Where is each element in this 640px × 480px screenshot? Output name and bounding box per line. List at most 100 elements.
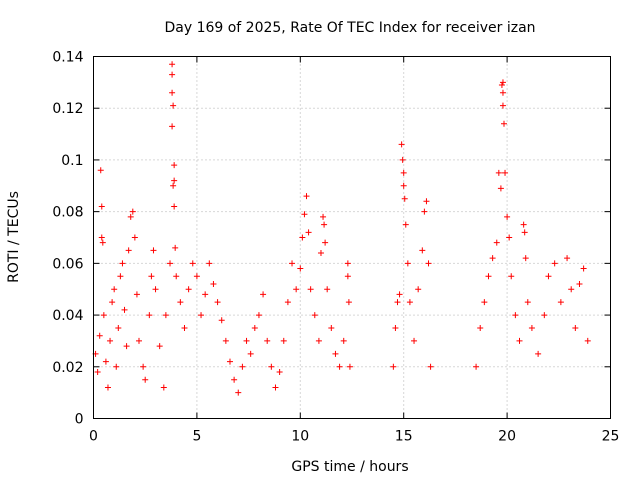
data-point [328,325,335,331]
data-point [423,198,430,205]
data-point [512,312,519,319]
data-point [171,203,178,210]
data-point [568,286,575,293]
grid-lines [93,56,611,419]
data-point [111,286,118,293]
data-point [235,389,242,396]
data-point [243,337,250,344]
y-axis-title: ROTI / TECUs [6,191,22,283]
data-point [170,182,177,189]
data-point [332,350,339,357]
data-point [406,299,413,306]
data-point [415,286,422,293]
y-tick-label: 0.02 [52,360,83,376]
data-point [477,325,484,331]
data-point [98,234,105,241]
data-point [156,343,163,350]
data-point [580,265,587,272]
data-point [489,255,496,262]
x-tick-label: 25 [602,429,620,445]
x-axis-title: GPS time / hours [291,459,408,475]
data-point [280,337,287,344]
data-point [272,384,279,391]
data-point [102,358,109,365]
data-point [98,203,105,210]
data-points [92,61,591,396]
data-point [167,260,174,267]
data-point [189,260,196,267]
data-point [185,286,192,293]
data-point [321,221,328,228]
data-point [500,120,507,127]
data-point [222,337,229,344]
data-point [193,273,200,280]
data-point [104,384,111,391]
data-point [284,299,291,306]
data-point [521,229,528,236]
plot-area-frame [93,56,611,419]
data-point [427,363,434,370]
data-point [171,177,178,184]
data-point [169,89,176,96]
data-point [142,376,149,383]
data-point [276,368,283,375]
data-point [115,325,122,331]
data-point [123,343,130,350]
data-point [301,211,308,218]
data-point [320,213,327,220]
data-point [401,195,408,202]
data-point [344,260,351,267]
data-point [498,81,505,88]
data-point [499,89,506,96]
data-point [127,213,134,220]
data-point [119,260,126,267]
y-tick-label: 0.04 [52,308,83,324]
data-point [404,260,411,267]
data-point [268,363,275,370]
data-point [129,208,136,215]
data-point [107,337,114,344]
data-point [344,273,351,280]
x-tick-label: 15 [395,429,413,445]
axis-ticks: 0 5 10 15 20 25 0 0.02 0.04 0.06 0.08 0.1 0.12 0.14 [52,50,619,445]
data-point [535,350,542,357]
y-tick-label: 0 [75,412,84,428]
data-point [299,234,306,241]
data-point [100,312,107,319]
data-point [96,332,103,339]
data-point [346,363,353,370]
data-point [572,325,579,331]
data-point [516,337,523,344]
data-point [311,312,318,319]
data-point [392,325,399,331]
data-point [584,337,591,344]
data-point [419,247,426,254]
data-point [121,306,128,313]
data-point [508,273,515,280]
data-point [522,255,529,262]
data-point [545,273,552,280]
data-point [473,363,480,370]
data-point [170,102,177,109]
data-point [425,260,432,267]
data-point [97,167,104,174]
data-point [394,299,401,306]
data-point [173,273,180,280]
data-point [150,247,157,254]
data-point [502,169,509,176]
data-point [202,291,209,298]
data-point [239,363,246,370]
data-point [125,247,132,254]
data-point [255,312,262,319]
data-point [411,337,418,344]
data-point [345,299,352,306]
data-point [315,337,322,344]
data-point [336,363,343,370]
y-tick-label: 0.14 [52,50,83,66]
data-point [322,239,329,246]
data-point [528,325,535,331]
data-point [317,250,324,257]
data-point [140,363,147,370]
data-point [251,325,258,331]
y-tick-label: 0.12 [52,101,83,117]
